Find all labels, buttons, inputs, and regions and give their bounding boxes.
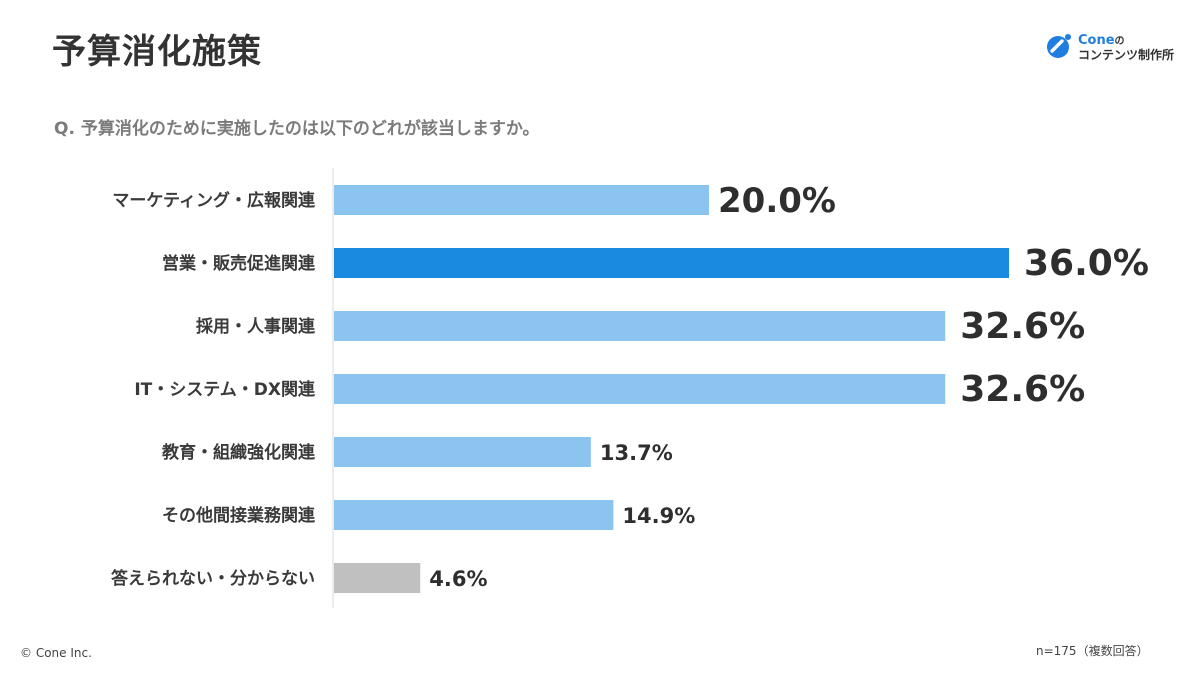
bar — [334, 437, 591, 467]
category-label: 営業・販売促進関連 — [162, 253, 316, 274]
value-label: 32.6% — [960, 306, 1085, 347]
value-label: 4.6% — [429, 567, 487, 591]
bar — [334, 563, 421, 593]
survey-question: Q. 予算消化のために実施したのは以下のどれが該当しますか。 — [54, 119, 540, 139]
brand-name: Cone — [1078, 33, 1115, 48]
value-label: 32.6% — [960, 369, 1085, 410]
brand-logo: Coneの コンテンツ制作所 — [1046, 30, 1174, 63]
cone-logo-icon — [1047, 34, 1071, 59]
bar — [334, 311, 946, 341]
category-label: IT・システム・DX関連 — [134, 379, 316, 400]
brand-name-suffix: の — [1114, 36, 1125, 47]
value-label: 36.0% — [1024, 243, 1149, 284]
value-label: 20.0% — [718, 181, 836, 221]
category-label: マーケティング・広報関連 — [112, 190, 316, 211]
category-label: 教育・組織強化関連 — [161, 442, 316, 463]
bar — [334, 248, 1009, 278]
value-label: 14.9% — [622, 504, 695, 528]
value-label: 13.7% — [600, 441, 673, 465]
category-label: 採用・人事関連 — [196, 316, 316, 337]
copyright-text: © Cone Inc. — [20, 646, 92, 660]
brand-text: Coneの コンテンツ制作所 — [1078, 30, 1174, 63]
page-title: 予算消化施策 — [52, 32, 262, 72]
category-label: その他間接業務関連 — [162, 505, 316, 526]
bar — [334, 500, 614, 530]
brand-subtitle: コンテンツ制作所 — [1078, 47, 1175, 62]
bar — [334, 374, 946, 404]
bar — [334, 185, 709, 215]
sample-size-note: n=175（複数回答） — [1036, 644, 1149, 658]
category-label: 答えられない・分からない — [111, 568, 315, 589]
